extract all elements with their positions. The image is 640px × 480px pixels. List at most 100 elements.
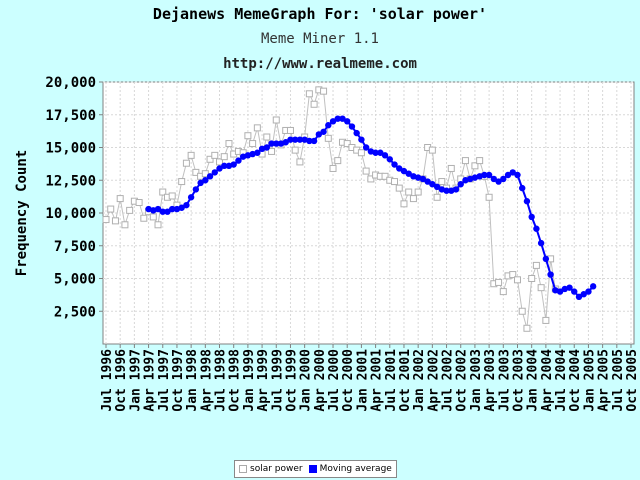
x-tick-label: Jan 2002: [412, 349, 427, 412]
data-point-moving-average: [490, 175, 498, 183]
data-point-moving-average: [580, 291, 587, 298]
y-axis: 2,500 5,000 7,500 10,000 12,500 15,000 17,500 2…: [45, 75, 103, 320]
x-tick-label: Oct 1996: [114, 349, 129, 412]
data-point-moving-average: [509, 169, 516, 176]
data-point-solar-power: [471, 162, 479, 170]
x-tick-label: Jul 2004: [554, 349, 569, 412]
data-point-moving-average: [396, 165, 403, 172]
data-point-solar-power: [272, 116, 280, 124]
data-point-moving-average: [381, 152, 389, 159]
data-point-solar-power: [244, 132, 252, 140]
x-tick-label: Jul 2002: [441, 349, 456, 412]
data-point-moving-average: [296, 136, 304, 143]
data-point-solar-power: [206, 155, 214, 163]
data-point-moving-average: [566, 284, 573, 291]
data-point-moving-average: [230, 161, 237, 168]
data-point-moving-average: [533, 225, 540, 232]
data-point-moving-average: [291, 136, 299, 143]
x-tick-label: Jan 1999: [242, 349, 257, 412]
data-point-moving-average: [268, 140, 275, 147]
data-point-moving-average: [306, 137, 313, 145]
x-tick-label: Jul 2003: [497, 349, 512, 412]
data-point-moving-average: [377, 149, 384, 156]
data-point-solar-power: [178, 178, 186, 186]
data-point-solar-power: [305, 90, 313, 98]
data-point-solar-power: [154, 221, 162, 229]
x-tick-label: Apr 1998: [199, 349, 214, 412]
data-point-moving-average: [500, 175, 507, 183]
x-tick-label: Jul 1998: [214, 349, 229, 412]
data-point-solar-power: [532, 261, 540, 269]
x-tick-label: Oct 2003: [511, 349, 526, 412]
data-point-solar-power: [438, 178, 446, 186]
y-tick-label: 7,500: [54, 239, 96, 255]
x-tick-label: Jan 2000: [299, 349, 314, 412]
data-point-moving-average: [348, 123, 356, 130]
legend-swatch-solar-power: [239, 465, 247, 473]
x-tick-label: Jul 2005: [611, 349, 626, 412]
data-point-moving-average: [585, 288, 592, 295]
data-point-moving-average: [315, 131, 323, 138]
y-tick-label: 10,000: [45, 206, 96, 222]
y-tick-label: 2,500: [54, 304, 96, 320]
data-point-solar-power: [263, 133, 271, 141]
data-point-solar-power: [509, 271, 517, 279]
x-tick-label: Oct 2005: [625, 349, 640, 412]
data-point-solar-power: [182, 159, 190, 167]
data-point-solar-power: [357, 149, 365, 157]
x-tick-label: Oct 1999: [284, 349, 299, 412]
x-tick-label: Jan 2003: [469, 349, 484, 412]
data-point-solar-power: [149, 213, 157, 221]
x-tick-label: Jan 2001: [355, 349, 370, 412]
data-point-moving-average: [358, 136, 365, 143]
data-point-moving-average: [372, 149, 379, 156]
data-point-moving-average: [504, 171, 512, 179]
data-point-moving-average: [154, 205, 162, 213]
x-tick-label: Apr 1997: [143, 349, 158, 412]
data-point-moving-average: [325, 122, 332, 129]
data-point-moving-average: [547, 271, 554, 278]
data-point-moving-average: [159, 208, 166, 215]
series-moving-average: [145, 115, 597, 301]
data-point-moving-average: [452, 186, 460, 193]
data-point-moving-average: [424, 178, 431, 185]
data-point-solar-power: [225, 140, 233, 148]
data-point-solar-power: [395, 184, 403, 192]
legend-label-moving-average: Moving average: [319, 464, 392, 474]
data-point-solar-power: [537, 284, 545, 292]
data-point-solar-power: [476, 157, 484, 165]
data-point-solar-power: [126, 206, 134, 214]
chart-subtitle: Meme Miner 1.1: [260, 31, 379, 47]
data-point-moving-average: [287, 136, 294, 143]
x-tick-label: Apr 2001: [370, 349, 385, 412]
x-tick-label: Jul 2001: [384, 349, 399, 412]
site-url: http://www.realmeme.com: [223, 56, 417, 72]
data-point-moving-average: [202, 177, 209, 184]
data-point-solar-power: [334, 157, 342, 165]
data-point-solar-power: [216, 158, 224, 166]
data-point-moving-average: [353, 129, 360, 137]
data-point-moving-average: [310, 137, 318, 145]
legend-label-solar-power: solar power: [250, 464, 303, 474]
data-point-moving-average: [183, 201, 190, 209]
y-tick-label: 5,000: [54, 272, 96, 288]
data-point-moving-average: [391, 161, 398, 168]
data-point-moving-average: [254, 149, 261, 156]
data-point-moving-average: [571, 288, 578, 295]
data-point-solar-power: [495, 278, 503, 286]
data-point-moving-average: [556, 288, 564, 295]
data-point-solar-power: [400, 200, 408, 208]
chart-title: Dejanews MemeGraph For: 'solar power': [152, 5, 488, 23]
data-point-solar-power: [291, 146, 299, 154]
data-point-solar-power: [159, 188, 167, 196]
data-point-solar-power: [211, 151, 219, 159]
x-tick-label: Oct 2004: [568, 349, 583, 412]
x-tick-label: Oct 1997: [171, 349, 186, 412]
data-point-moving-average: [405, 170, 412, 177]
x-tick-label: Apr 2003: [483, 349, 498, 412]
y-tick-label: 20,000: [45, 75, 96, 91]
data-point-solar-power: [447, 164, 455, 172]
data-point-solar-power: [320, 87, 328, 95]
legend-item-solar-power: solar power: [239, 464, 303, 474]
